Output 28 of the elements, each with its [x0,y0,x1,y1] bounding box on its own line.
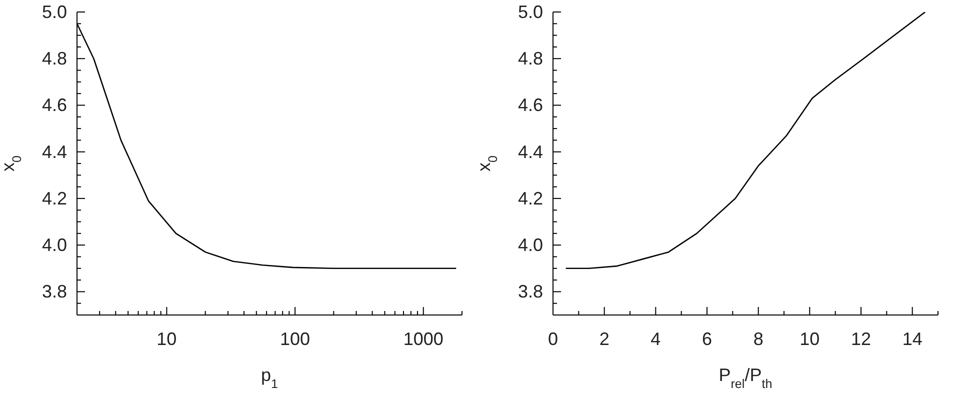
y-tick-label: 5.0 [518,2,543,22]
y-tick-label: 4.2 [42,188,67,208]
y-tick-label: 4.4 [42,142,67,162]
y-tick-label: 4.8 [518,48,543,69]
y-tick-label: 3.8 [518,282,543,302]
y-tick-label: 4.2 [518,188,543,208]
y-tick-label: 5.0 [42,2,67,22]
x-axis-title: P$_{rel}$/P$_{th}$ [718,365,772,391]
x-tick-label: 8 [753,329,764,349]
x-tick-label: 6 [702,329,712,349]
x-tick-label: 12 [850,329,872,349]
y-tick-label: 4.0 [42,235,67,256]
line-series [565,12,926,270]
x-tick-label: 14 [902,329,922,349]
y-tick-label: 4.4 [518,142,543,162]
x-tick-label: 1000 [403,329,444,349]
x-axis-title: p$_{1}$ [260,365,278,391]
x-tick-label: 10 [800,329,820,349]
y-tick-label: 3.8 [42,282,67,302]
y-tick-label: 4.6 [518,95,543,116]
y-tick-label: 4.0 [518,235,543,256]
x-tick-label: 4 [650,329,661,349]
y-tick-label: 4.8 [42,48,67,69]
x-tick-label: 10 [156,329,177,349]
x-tick-label: 100 [280,329,310,349]
y-tick-label: 4.6 [42,95,67,116]
x-tick-label: 0 [548,329,558,349]
x-tick-label: 2 [599,329,610,349]
